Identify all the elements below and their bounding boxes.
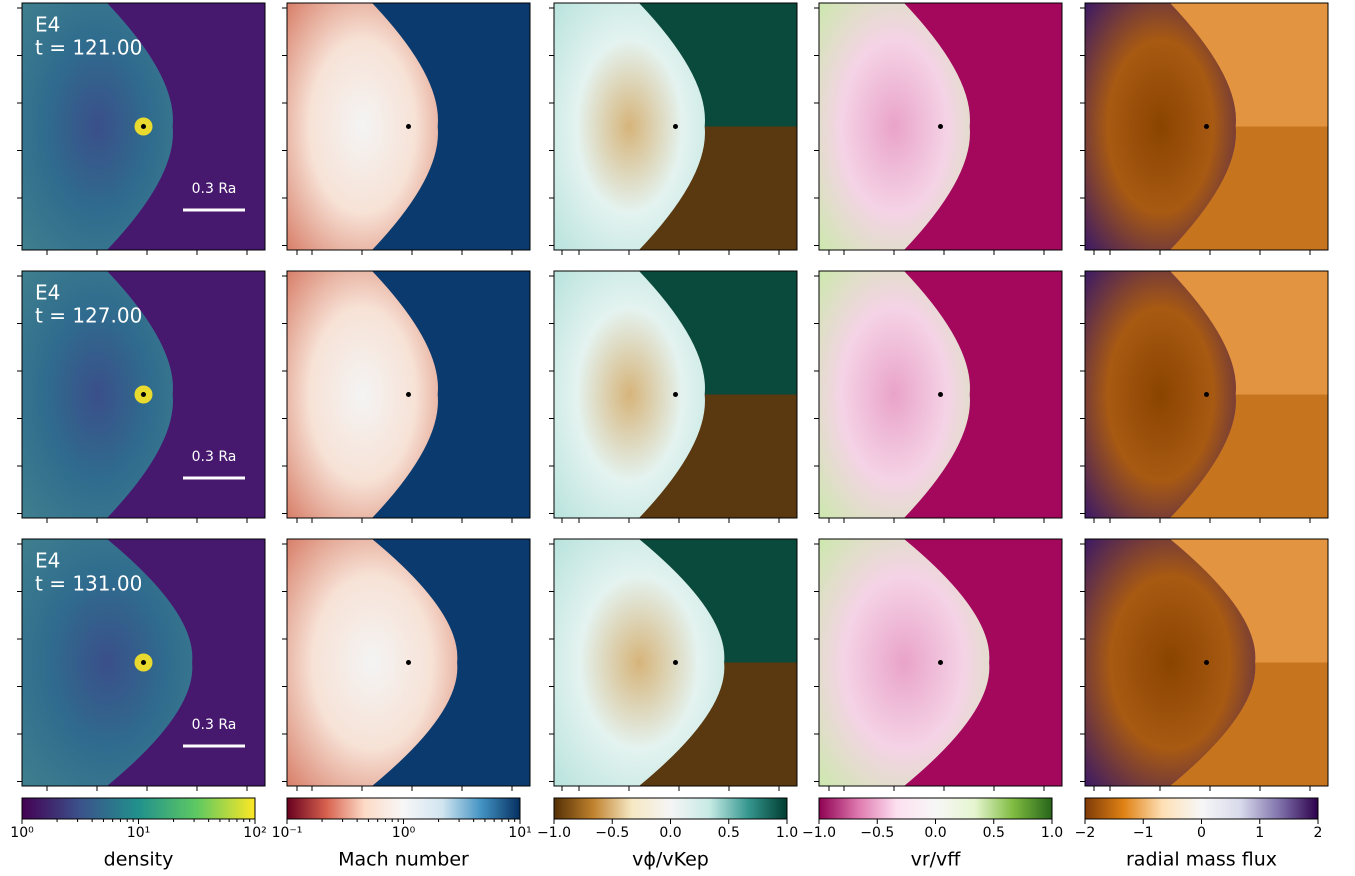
scale-bar-label: 0.3 Ra [192, 449, 237, 465]
panel [1080, 3, 1355, 255]
accretor [141, 660, 146, 665]
time-label: t = 121.00 [35, 36, 142, 60]
colorbar-tick-label: 1 [1255, 825, 1264, 841]
colorbar-tick-label: −1 [1133, 825, 1154, 841]
colorbar-tick-label: −0.5 [595, 825, 629, 841]
colorbar-scale [819, 798, 1052, 819]
colorbar: 10⁰ 10¹ 10² density [10, 798, 266, 871]
accretor [406, 660, 411, 665]
colorbar-tick-label: 10⁰ [392, 825, 416, 841]
colorbar-tick-label: 1.0 [776, 825, 798, 841]
colorbar-tick-label: 0.5 [718, 825, 740, 841]
panel: E4t = 127.00 0.3 Ra [17, 271, 297, 523]
run-label: E4 [35, 281, 60, 305]
accretor [406, 392, 411, 397]
accretor [1204, 124, 1209, 129]
panel [549, 3, 829, 255]
accretor [673, 392, 678, 397]
panel: E4t = 131.00 0.3 Ra [17, 539, 297, 791]
colorbar-tick-label: 0.5 [983, 825, 1005, 841]
time-label: t = 127.00 [35, 304, 142, 328]
colorbar-tick-label: 1.0 [1041, 825, 1063, 841]
accretor [406, 124, 411, 129]
time-label: t = 131.00 [35, 572, 142, 596]
colorbar-tick-label: −1.0 [537, 825, 571, 841]
colorbar-label: Mach number [338, 849, 469, 871]
accretor [673, 124, 678, 129]
figure: E4t = 121.000.3 RaE4t = 127.000.3 RaE4t … [0, 0, 1355, 876]
colorbar-label: radial mass flux [1126, 849, 1277, 871]
panel [282, 3, 562, 255]
accretor [673, 660, 678, 665]
panel [814, 271, 1094, 523]
panel [1080, 539, 1355, 791]
colorbar-tick-label: 10⁻¹ [272, 825, 303, 841]
colorbar-tick-label: −2 [1075, 825, 1096, 841]
panel: E4t = 121.00 0.3 Ra [17, 3, 297, 255]
accretor [141, 124, 146, 129]
colorbar-tick-label: 10² [243, 825, 266, 841]
colorbar: −1.0 −0.5 0.0 0.5 1.0 vϕ/vKep [537, 798, 798, 871]
run-label: E4 [35, 13, 60, 37]
colorbar-tick-label: 0 [1197, 825, 1206, 841]
colorbar-label: density [104, 849, 174, 871]
panel [282, 271, 562, 523]
accretor [938, 392, 943, 397]
panel [549, 539, 829, 791]
colorbar-tick-label: −1.0 [802, 825, 836, 841]
colorbar-scale [554, 798, 787, 819]
accretor [938, 124, 943, 129]
panel [282, 539, 562, 791]
colorbar-scale [1085, 798, 1318, 819]
colorbar: 10⁻¹ 10⁰ 10¹ Mach number [272, 798, 532, 871]
colorbar-tick-label: 0.0 [659, 825, 681, 841]
colorbar-scale [22, 798, 255, 819]
colorbar-tick-label: 10⁰ [10, 825, 34, 841]
colorbar-label: vϕ/vKep [632, 849, 709, 871]
accretor [1204, 392, 1209, 397]
panel [549, 271, 829, 523]
accretor [938, 660, 943, 665]
colorbar: −1.0 −0.5 0.0 0.5 1.0 vr/vff [802, 798, 1063, 871]
colorbar-tick-label: −0.5 [860, 825, 894, 841]
colorbar-tick-label: 10¹ [508, 825, 531, 841]
scale-bar-label: 0.3 Ra [192, 181, 237, 197]
colorbar-scale [287, 798, 520, 819]
colorbar-tick-label: 0.0 [924, 825, 946, 841]
colorbar-label: vr/vff [911, 849, 962, 871]
accretor [1204, 660, 1209, 665]
colorbar-tick-label: 10¹ [127, 825, 150, 841]
panel [1080, 271, 1355, 523]
colorbar: −2 −1 0 1 2 radial mass flux [1075, 798, 1323, 871]
panel [814, 3, 1094, 255]
accretor [141, 392, 146, 397]
scale-bar-label: 0.3 Ra [192, 717, 237, 733]
run-label: E4 [35, 549, 60, 573]
panel [814, 539, 1094, 791]
colorbar-tick-label: 2 [1314, 825, 1323, 841]
